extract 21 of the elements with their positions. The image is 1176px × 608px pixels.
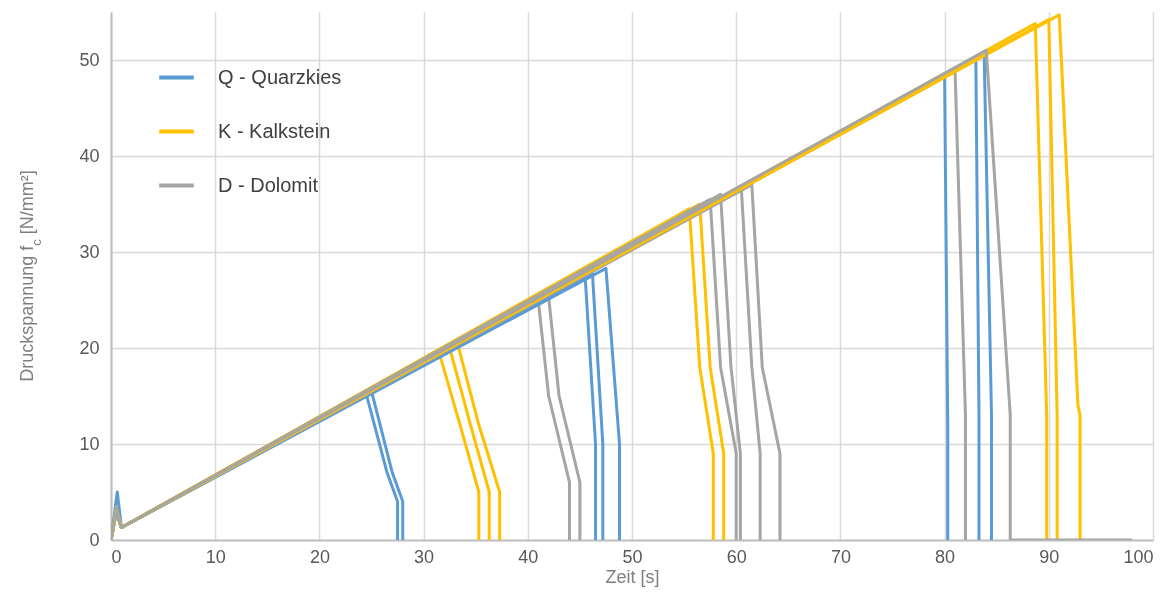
legend-label: K - Kalkstein	[218, 119, 331, 142]
y-tick-label: 40	[79, 145, 100, 166]
x-tick-label: 80	[935, 546, 956, 567]
x-tick-label: 20	[309, 546, 330, 567]
legend-label: D - Dolomit	[218, 173, 319, 196]
y-tick-label: 50	[79, 49, 100, 70]
x-tick-label: 0	[111, 546, 122, 567]
x-tick-label: 60	[726, 546, 747, 567]
x-tick-label: 100	[1123, 546, 1154, 567]
y-tick-label: 10	[79, 433, 100, 454]
x-tick-label: 70	[830, 546, 851, 567]
x-tick-label: 90	[1039, 546, 1060, 567]
x-tick-label: 40	[518, 546, 539, 567]
x-tick-label: 30	[414, 546, 435, 567]
y-tick-label: 0	[89, 529, 100, 550]
x-tick-label: 10	[205, 546, 226, 567]
y-tick-label: 30	[79, 241, 100, 262]
x-axis-title: Zeit [s]	[605, 566, 660, 587]
legend-label: Q - Quarzkies	[218, 65, 342, 88]
y-tick-label: 20	[79, 337, 100, 358]
x-tick-label: 50	[622, 546, 643, 567]
